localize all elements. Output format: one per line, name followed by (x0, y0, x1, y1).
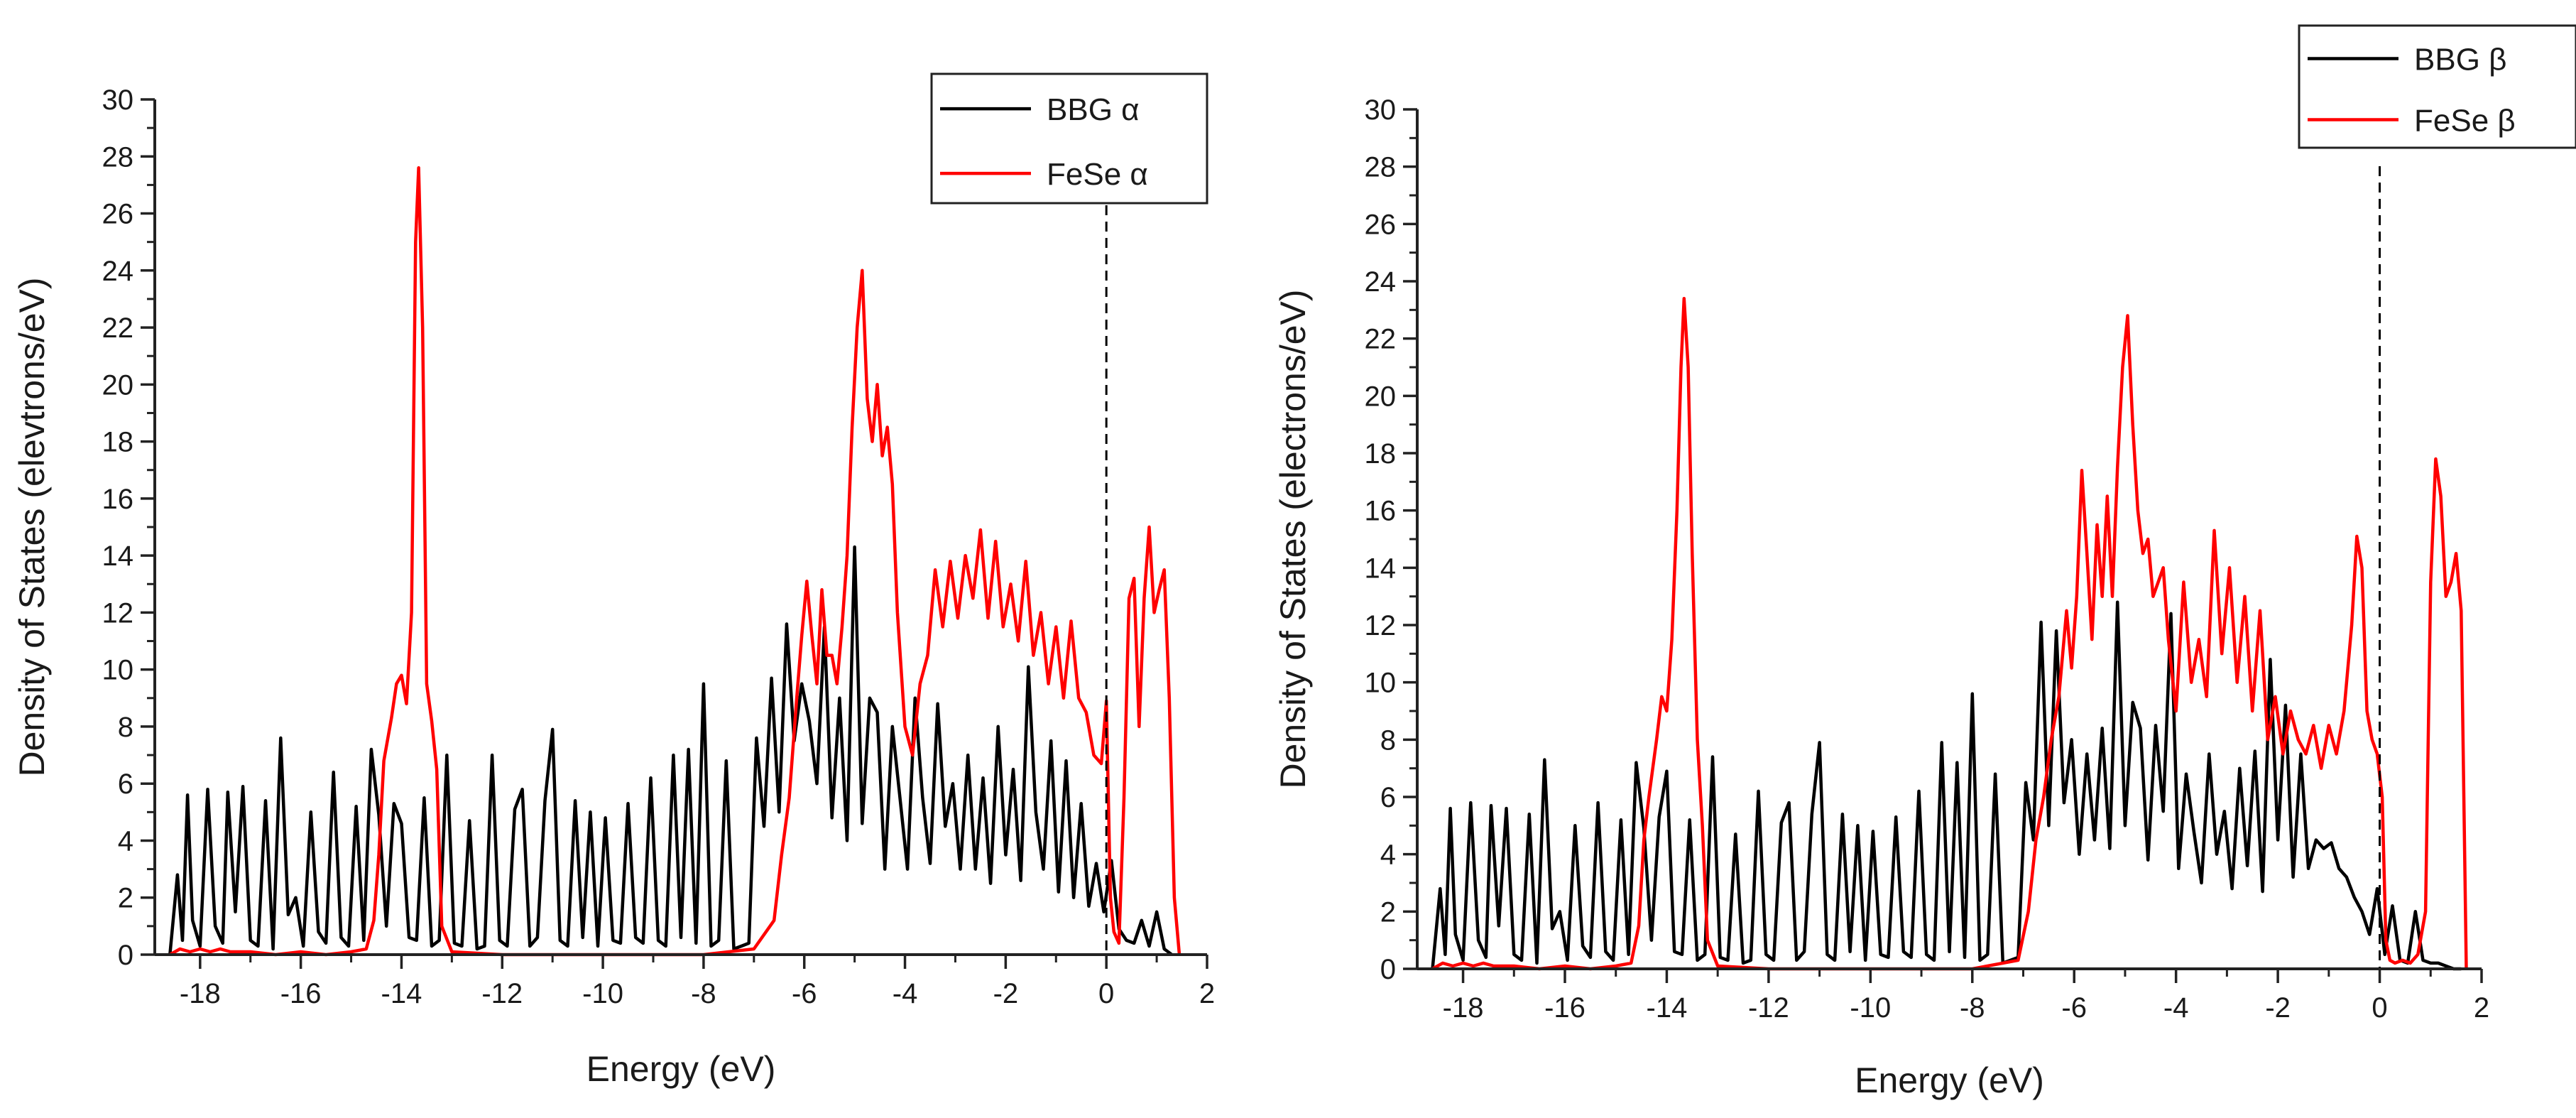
x-tick-label: -6 (2061, 992, 2087, 1024)
y-tick-label: 6 (1380, 782, 1396, 813)
legend-box (2298, 24, 2576, 149)
y-tick-label: 10 (1365, 668, 1397, 699)
x-tick-label: 0 (1098, 978, 1114, 1009)
x-tick-label: -12 (481, 978, 523, 1009)
y-tick-label: 20 (1365, 381, 1397, 412)
x-tick-label: 2 (1199, 978, 1215, 1009)
y-tick-label: 6 (118, 769, 133, 800)
series-line-bbg-α (168, 545, 1173, 956)
x-tick-label: -4 (2163, 992, 2189, 1024)
y-tick-label: 30 (1365, 94, 1397, 126)
y-tick-label: 16 (1365, 496, 1397, 527)
y-tick-label: 4 (1380, 840, 1396, 871)
x-tick-label: -12 (1748, 992, 1789, 1024)
x-tick-label: -10 (582, 978, 623, 1009)
y-tick-label: 14 (1365, 553, 1397, 584)
y-tick-label: 22 (102, 313, 134, 344)
y-tick-label: 4 (118, 825, 133, 857)
x-tick-label: -8 (691, 978, 716, 1009)
legend-box (930, 72, 1208, 205)
y-tick-label: 18 (1365, 438, 1397, 470)
x-tick-label: -14 (381, 978, 422, 1009)
legend-label: BBG β (2414, 42, 2506, 77)
series-line-fese-β (1431, 296, 2468, 971)
x-tick-label: -16 (1544, 992, 1586, 1024)
y-tick-label: 0 (118, 940, 133, 971)
x-tick-label: 2 (2474, 992, 2489, 1024)
y-tick-label: 28 (102, 141, 134, 173)
x-tick-label: 0 (2372, 992, 2387, 1024)
y-tick-label: 16 (102, 484, 134, 515)
y-tick-label: 28 (1365, 152, 1397, 183)
x-tick-label: -2 (2265, 992, 2291, 1024)
legend-label: BBG α (1047, 92, 1140, 127)
y-tick-label: 20 (102, 369, 134, 401)
y-tick-label: 30 (102, 85, 134, 116)
series-line-bbg-β (1431, 600, 2462, 971)
x-tick-label: -18 (1443, 992, 1484, 1024)
series-line-fese-α (169, 166, 1181, 957)
x-tick-label: -10 (1850, 992, 1891, 1024)
y-axis-title: Density of States (electrons/eV) (1273, 289, 1313, 788)
y-tick-label: 26 (102, 199, 134, 230)
y-tick-label: 22 (1365, 324, 1397, 355)
y-tick-label: 10 (102, 655, 134, 686)
y-tick-label: 8 (1380, 724, 1396, 756)
y-tick-label: 26 (1365, 209, 1397, 240)
y-tick-label: 2 (118, 883, 133, 914)
y-tick-label: 2 (1380, 896, 1396, 928)
y-tick-label: 14 (102, 541, 134, 572)
x-tick-label: -2 (993, 978, 1019, 1009)
x-tick-label: -14 (1647, 992, 1688, 1024)
x-tick-label: -8 (1960, 992, 1985, 1024)
y-tick-label: 8 (118, 712, 133, 743)
y-tick-label: 12 (102, 597, 134, 629)
y-axis-title: Density of States (elevtrons/eV) (12, 277, 52, 776)
y-tick-label: 0 (1380, 954, 1396, 985)
y-tick-label: 12 (1365, 610, 1397, 641)
legend-label: FeSe β (2414, 103, 2516, 138)
x-tick-label: -6 (792, 978, 817, 1009)
x-tick-label: -4 (893, 978, 918, 1009)
legend-label: FeSe α (1047, 157, 1148, 192)
y-tick-label: 24 (1365, 266, 1397, 298)
x-axis-title: Energy (eV) (586, 1049, 776, 1089)
x-tick-label: -18 (180, 978, 221, 1009)
x-tick-label: -16 (280, 978, 322, 1009)
y-tick-label: 24 (102, 256, 134, 287)
x-axis-title: Energy (eV) (1855, 1060, 2044, 1100)
y-tick-label: 18 (102, 427, 134, 458)
